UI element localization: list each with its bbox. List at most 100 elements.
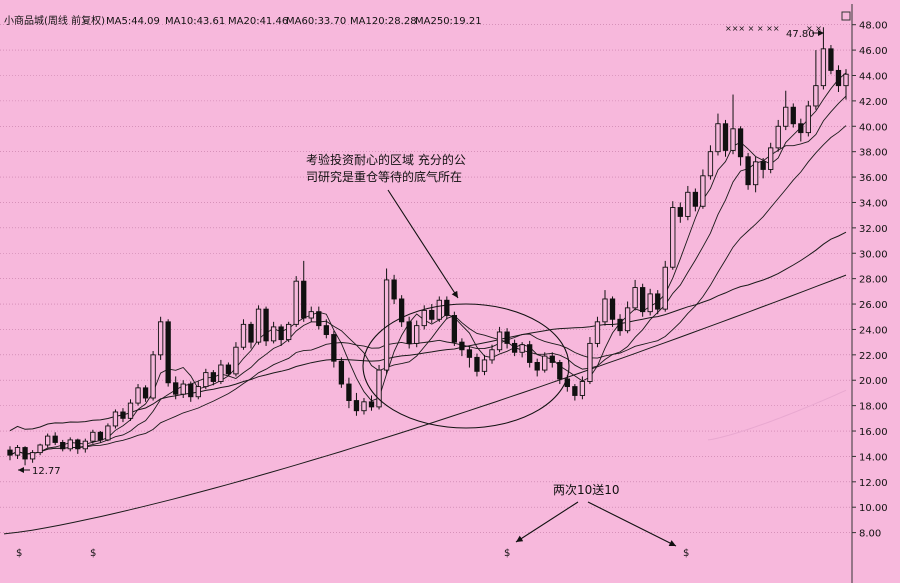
candle [542, 352, 548, 373]
candle-body-up [632, 287, 638, 309]
candle [165, 319, 171, 387]
candle-body-down [278, 326, 284, 341]
candle [549, 352, 555, 368]
candle [760, 158, 766, 179]
candle [338, 357, 345, 388]
y-tick-label: 10.00 [859, 503, 888, 514]
candle [504, 328, 510, 349]
candle-body-down [75, 439, 81, 450]
candle [655, 290, 661, 315]
candle-body-down [798, 123, 804, 134]
candle [828, 45, 834, 75]
dividend-arrow-left [515, 501, 579, 543]
candle-body-up [414, 325, 420, 344]
candle-body-down [210, 372, 217, 382]
candle-body-up [730, 128, 736, 151]
candle [752, 156, 759, 193]
candle [527, 340, 533, 368]
price-axis: 48.00 46.00 44.00 42.00 40.00 38.00 36.00 34.00… [841, 4, 888, 583]
candle-body-up [715, 123, 721, 153]
candle [587, 337, 593, 385]
candle [459, 338, 465, 357]
candle [112, 409, 119, 429]
candle-body-up [195, 386, 201, 398]
candle-body-down [572, 386, 578, 396]
candle [715, 113, 721, 156]
candle [97, 431, 104, 443]
candle [775, 119, 781, 152]
candle [308, 306, 314, 322]
y-tick-label: 34.00 [859, 198, 888, 209]
candle [157, 316, 164, 360]
candle [218, 359, 224, 385]
y-tick-label: 44.00 [859, 71, 888, 82]
candle-body-up [685, 191, 691, 217]
candle-body-up [624, 307, 631, 332]
candle-body-up [157, 321, 164, 356]
bottom-annotation-text: 两次10送10 [553, 482, 620, 497]
candle [383, 268, 390, 374]
ma-legend-item: MA10:43.61 [165, 16, 225, 27]
candle-body-down [474, 356, 480, 372]
candle [579, 376, 586, 400]
candle [700, 169, 706, 209]
candle [22, 446, 28, 466]
candle [120, 408, 126, 423]
candle-body-down [534, 362, 540, 371]
candle-body-up [286, 323, 292, 341]
candle [263, 306, 269, 346]
candle-body-up [579, 381, 586, 396]
candle [730, 94, 736, 155]
candle-body-up [820, 48, 827, 87]
high-price-label: 47.80 [786, 29, 815, 40]
candle [436, 296, 442, 322]
candle [813, 50, 819, 110]
ma120-line [3, 274, 847, 535]
candle [843, 69, 849, 100]
candle-body-down [760, 161, 766, 170]
candle-body-up [421, 309, 427, 327]
y-tick-label: 46.00 [859, 46, 888, 57]
ma5-line [9, 72, 847, 456]
annotation-text-line1: 考验投资耐心的区域 充分的公 [306, 152, 466, 167]
annotation-text-line2: 司研究是重仓等待的底气所在 [306, 169, 462, 184]
candle-body-down [737, 128, 744, 158]
candle-body-up [768, 147, 774, 170]
candle [60, 439, 66, 452]
candle [29, 450, 36, 463]
candle-body-down [346, 383, 352, 401]
ma-legend: 小商品城(周线 前复权) MA5:44.09 MA10:43.61 MA20:41.4… [4, 14, 482, 27]
candle-body-up [270, 326, 277, 342]
candle-body-up [82, 440, 88, 450]
candle [233, 342, 239, 377]
candle-body-down [557, 362, 563, 380]
candle-body-down [639, 287, 646, 313]
ma-legend-item: MA20:41.46 [228, 16, 288, 27]
candle-body-down [165, 321, 171, 384]
candle-body-down [451, 315, 458, 343]
candle [414, 320, 420, 348]
candle [519, 342, 525, 358]
candle-body-down [609, 298, 616, 320]
y-tick-label: 16.00 [859, 427, 888, 438]
candle-body-up [240, 323, 247, 348]
candle [602, 290, 608, 326]
candle [662, 260, 668, 312]
ma-legend-item: MA120:28.28 [350, 16, 417, 27]
candle-body-up [752, 161, 759, 186]
y-tick-label: 36.00 [859, 173, 888, 184]
candle [14, 444, 21, 459]
candle-body-up [218, 364, 224, 382]
y-tick-label: 8.00 [859, 529, 881, 540]
y-tick-label: 30.00 [859, 249, 888, 260]
candle [609, 296, 616, 327]
candle-body-up [602, 298, 608, 323]
candle-body-up [361, 401, 367, 412]
candle [511, 339, 518, 357]
moving-average-lines [3, 72, 847, 535]
candle-body-down [142, 387, 149, 399]
candle [90, 429, 96, 444]
candle-body-up [542, 355, 548, 371]
candle-body-down [331, 334, 337, 362]
